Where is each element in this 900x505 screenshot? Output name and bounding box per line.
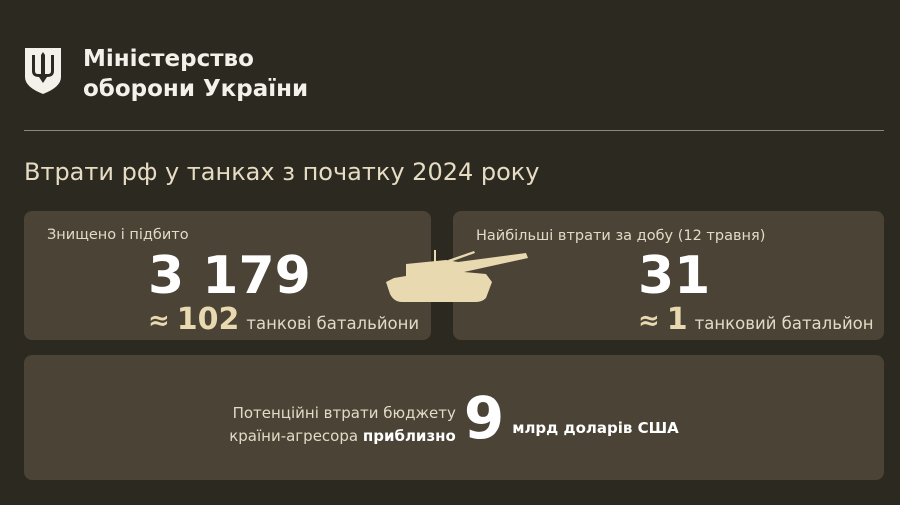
daily-stack: 31 ≈ 1 танковий батальйон bbox=[638, 249, 874, 337]
budget-text: Потенційні втрати бюджету країни-агресор… bbox=[229, 402, 456, 448]
total-unit: танкові батальйони bbox=[246, 314, 420, 333]
budget-row: Потенційні втрати бюджету країни-агресор… bbox=[24, 355, 884, 480]
total-approx: ≈ 102 танкові батальйони bbox=[148, 303, 419, 337]
total-approx-value: 102 bbox=[176, 302, 240, 337]
divider bbox=[24, 130, 884, 131]
ministry-name-line2: оборони України bbox=[83, 76, 309, 102]
budget-line2-prefix: країни-агресора bbox=[229, 426, 359, 445]
daily-approx: ≈ 1 танковий батальйон bbox=[638, 303, 874, 337]
budget-line1: Потенційні втрати бюджету bbox=[232, 403, 456, 422]
card-total-losses: Знищено і підбито 3 179 ≈ 102 танкові ба… bbox=[24, 211, 431, 340]
card-daily-losses: Найбільші втрати за добу (12 травня) 31 … bbox=[453, 211, 884, 340]
approx-symbol: ≈ bbox=[638, 306, 660, 336]
daily-approx-value: 1 bbox=[666, 302, 688, 337]
budget-value: 9 bbox=[463, 383, 505, 452]
approx-symbol: ≈ bbox=[148, 306, 170, 336]
budget-line2-bold: приблизно bbox=[362, 426, 456, 445]
total-label: Знищено і підбито bbox=[47, 227, 189, 243]
ministry-name: Міністерство оборони України bbox=[83, 44, 308, 104]
ministry-name-line1: Міністерство bbox=[83, 46, 254, 72]
trident-shield-icon bbox=[25, 48, 61, 94]
daily-unit: танковий батальйон bbox=[694, 314, 874, 333]
daily-value: 31 bbox=[638, 246, 711, 306]
page-title: Втрати рф у танках з початку 2024 року bbox=[24, 158, 540, 186]
tank-silhouette-icon bbox=[386, 250, 528, 302]
total-stack: 3 179 ≈ 102 танкові батальйони bbox=[148, 249, 419, 337]
card-budget-losses: Потенційні втрати бюджету країни-агресор… bbox=[24, 355, 884, 480]
total-value: 3 179 bbox=[148, 246, 311, 306]
budget-unit: млрд доларів США bbox=[512, 419, 679, 437]
daily-label: Найбільші втрати за добу (12 травня) bbox=[476, 228, 766, 244]
